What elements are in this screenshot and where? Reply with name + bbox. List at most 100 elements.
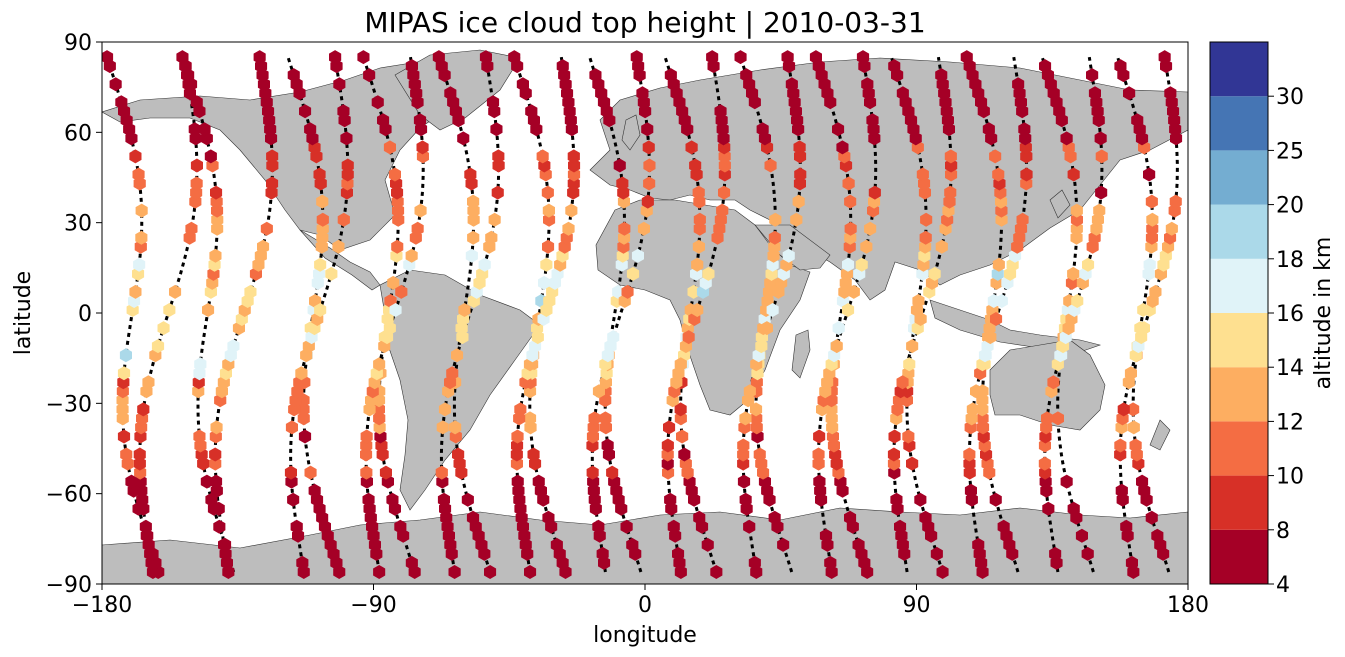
colorbar-segment — [1210, 367, 1268, 422]
colorbar-tick-label: 18 — [1276, 248, 1304, 273]
measurement-marker — [1120, 519, 1133, 534]
measurement-marker — [693, 221, 706, 236]
measurement-marker — [524, 411, 537, 426]
colorbar-tick-label: 12 — [1276, 410, 1304, 435]
measurement-marker — [792, 194, 805, 209]
measurement-marker — [740, 68, 753, 83]
measurement-marker — [219, 537, 232, 552]
measurement-marker — [169, 284, 182, 299]
measurement-marker — [916, 167, 929, 182]
measurement-marker — [1124, 366, 1137, 381]
measurement-marker — [691, 303, 704, 317]
measurement-marker — [896, 86, 909, 101]
measurement-marker — [133, 257, 146, 272]
measurement-marker — [467, 203, 480, 218]
measurement-marker — [1049, 546, 1062, 561]
measurement-marker — [340, 185, 353, 200]
measurement-marker — [435, 465, 448, 480]
measurement-marker — [308, 483, 321, 498]
measurement-marker — [626, 266, 640, 281]
measurement-marker — [682, 330, 695, 345]
measurement-marker — [920, 212, 933, 227]
measurement-marker — [213, 519, 226, 534]
measurement-marker — [964, 483, 977, 498]
measurement-marker — [360, 438, 373, 453]
measurement-marker — [146, 546, 159, 561]
measurement-marker — [589, 68, 602, 83]
measurement-marker — [768, 510, 781, 525]
measurement-marker — [109, 77, 122, 92]
measurement-marker — [737, 447, 750, 462]
measurement-marker — [209, 447, 222, 462]
measurement-marker — [737, 456, 750, 471]
measurement-marker — [227, 339, 240, 354]
measurement-marker — [982, 122, 995, 137]
measurement-marker — [847, 284, 860, 299]
measurement-marker — [135, 203, 148, 218]
measurement-marker — [492, 158, 505, 173]
measurement-marker — [190, 158, 203, 173]
measurement-marker — [340, 131, 353, 146]
measurement-marker — [843, 239, 856, 254]
measurement-marker — [896, 375, 909, 390]
measurement-marker — [1067, 266, 1080, 281]
y-tick-label: 60 — [64, 121, 92, 146]
measurement-marker — [984, 330, 997, 345]
measurement-marker — [1067, 167, 1080, 182]
measurement-marker — [734, 50, 747, 65]
measurement-marker — [693, 212, 706, 227]
measurement-marker — [1115, 483, 1128, 498]
measurement-marker — [616, 176, 629, 191]
measurement-marker — [202, 303, 215, 317]
measurement-marker — [209, 248, 222, 263]
measurement-marker — [919, 510, 932, 525]
measurement-marker — [995, 203, 1008, 218]
measurement-marker — [902, 429, 915, 444]
measurement-marker — [1095, 149, 1108, 164]
measurement-marker — [1012, 77, 1025, 92]
measurement-marker — [466, 510, 480, 525]
measurement-marker — [413, 113, 427, 128]
measurement-marker — [976, 393, 989, 408]
colorbar-tick-label: 16 — [1276, 302, 1304, 327]
measurement-marker — [371, 95, 384, 110]
measurement-marker — [299, 104, 312, 119]
measurement-marker — [542, 203, 555, 218]
measurement-marker — [1038, 456, 1051, 471]
measurement-marker — [490, 122, 503, 137]
measurement-marker — [930, 546, 943, 561]
measurement-marker — [209, 456, 222, 471]
measurement-marker — [866, 113, 879, 128]
measurement-marker — [1081, 546, 1094, 561]
measurement-marker — [134, 239, 147, 254]
measurement-marker — [793, 176, 806, 191]
measurement-marker — [467, 230, 480, 245]
measurement-marker — [210, 420, 223, 435]
measurement-marker — [1114, 438, 1127, 453]
measurement-marker — [200, 474, 213, 489]
measurement-marker — [541, 185, 554, 200]
measurement-marker — [830, 339, 843, 354]
measurement-marker — [452, 447, 465, 462]
measurement-marker — [1067, 501, 1080, 516]
measurement-marker — [567, 149, 580, 164]
measurement-marker — [373, 565, 386, 579]
measurement-marker — [298, 429, 312, 444]
x-tick-label: 0 — [638, 593, 652, 618]
measurement-marker — [906, 339, 919, 354]
measurement-marker — [687, 284, 700, 299]
measurement-marker — [618, 230, 631, 245]
measurement-marker — [362, 492, 375, 507]
measurement-marker — [667, 519, 680, 534]
measurement-marker — [163, 303, 176, 317]
measurement-marker — [944, 185, 957, 200]
measurement-marker — [768, 230, 781, 245]
measurement-marker — [599, 411, 612, 426]
measurement-marker — [912, 294, 925, 308]
measurement-marker — [341, 158, 354, 173]
measurement-marker — [592, 384, 605, 399]
measurement-marker — [1041, 411, 1054, 426]
measurement-marker — [630, 50, 643, 65]
measurement-marker — [769, 212, 782, 227]
measurement-marker — [1165, 221, 1178, 236]
